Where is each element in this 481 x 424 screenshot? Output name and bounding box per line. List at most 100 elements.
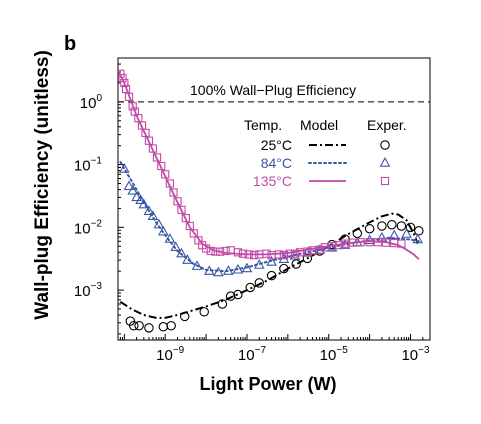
series-1-data-point <box>158 322 169 332</box>
series-1-data-point <box>225 291 236 301</box>
series-1-data-point <box>179 311 190 322</box>
series-1-data-point <box>364 223 375 234</box>
series-3-data-point <box>181 214 190 223</box>
series-2-data-point <box>412 233 424 244</box>
series-2-data-point <box>213 266 224 277</box>
series-3-data-point <box>165 179 174 188</box>
series-2-data-point <box>302 247 313 257</box>
panel-label: b <box>64 33 76 55</box>
series-3-data-point <box>121 84 131 94</box>
series-3-data-point <box>161 170 170 179</box>
series-2-data-point <box>364 234 375 245</box>
y-tick-label: 10−3 <box>74 281 103 300</box>
series-3-data-point <box>215 247 225 256</box>
series-2-data-point <box>118 163 130 173</box>
series-1-data-point <box>166 320 176 331</box>
series-2-data-point <box>135 194 146 204</box>
series-3-data-point <box>169 188 178 197</box>
legend-entry-label: 84°C <box>261 155 292 171</box>
series-1-data-point <box>279 263 289 274</box>
legend-entry-label: 135°C <box>253 173 292 189</box>
x-tick-label: 10−7 <box>238 345 267 364</box>
y-tick-label: 10−1 <box>74 156 103 175</box>
series-3-data-point <box>189 229 198 238</box>
series-1-data-point <box>144 323 154 333</box>
series-1-data-point <box>245 282 255 293</box>
series-1-data-point <box>302 253 313 264</box>
series-1-data-point <box>233 289 243 300</box>
legend-header: Exper. <box>367 117 407 133</box>
series-3-data-point <box>315 245 324 254</box>
series-2-data-point <box>232 263 244 274</box>
series-3-data-point <box>233 248 243 257</box>
series-2-data-point <box>123 180 135 191</box>
series-2-data-point <box>164 233 176 243</box>
series-2-data-point <box>131 191 142 202</box>
series-2-data-point <box>153 218 165 229</box>
y-tick-label: 10−2 <box>74 218 103 237</box>
series-3-data-point <box>303 247 312 256</box>
series-2-data-point <box>326 241 338 252</box>
series-3-data-point <box>279 251 289 260</box>
series-1-data-point <box>291 259 301 269</box>
series-3-data-point <box>274 250 283 259</box>
series-1-data-point <box>199 307 209 317</box>
series-1-data-point <box>254 278 265 288</box>
series-2-data-point <box>241 262 253 273</box>
series-1-data-point <box>134 320 144 331</box>
series-2-data-point <box>253 259 265 269</box>
legend-entry-label: 25°C <box>261 137 292 153</box>
series-2-data-point <box>143 205 155 216</box>
series-3-data-point <box>120 78 129 88</box>
x-tick-label: 10−3 <box>401 345 430 364</box>
series-2-data-point <box>170 241 181 252</box>
series-3-data-point <box>148 144 158 153</box>
legend-entry-marker <box>380 176 390 186</box>
series-3-data-point <box>356 238 365 247</box>
reference-line-label: 100% Wall−Plug Efficiency <box>190 82 356 98</box>
series-3-data-point <box>221 246 230 256</box>
series-2-data-point <box>222 265 234 275</box>
legend-entry-marker <box>380 140 390 150</box>
y-tick-label: 100 <box>80 93 103 112</box>
series-3-data-point <box>173 197 182 206</box>
series-3-data-point <box>290 249 300 258</box>
series-3-data-point <box>340 239 350 248</box>
series-1-model-line <box>119 212 419 319</box>
x-axis-label: Light Power (W) <box>200 374 337 394</box>
series-2-data-point <box>147 210 159 220</box>
x-tick-label: 10−5 <box>320 345 349 364</box>
series-3-model-line <box>118 69 420 260</box>
legend-header: Model <box>300 117 338 133</box>
series-group <box>118 69 424 333</box>
series-1-data-point <box>266 270 277 281</box>
plot-area: 10−9 10−7 10−5 10−3 100 10−1 10−2 10−3 100% Wall… <box>74 57 431 364</box>
series-3-data-point <box>211 247 220 256</box>
series-3-data-point <box>152 153 162 162</box>
series-2-data-point <box>138 198 150 209</box>
y-axis-label: Wall-plug Efficiency (unitless) <box>32 50 53 320</box>
series-1-data-point <box>387 219 397 230</box>
series-3-data-point <box>128 102 137 111</box>
series-3-data-point <box>206 246 215 256</box>
series-3-data-point <box>157 161 166 171</box>
series-2-data-point <box>176 247 187 258</box>
series-1-data-point <box>396 221 407 231</box>
legend-header: Temp. <box>244 117 282 133</box>
series-3-data-point <box>373 238 383 247</box>
series-1-data-point <box>129 320 139 331</box>
series-3-data-point <box>381 238 391 247</box>
series-3-data-point <box>244 250 253 259</box>
series-2-data-point <box>127 184 139 195</box>
legend: Temp. Model Exper. 25°C 84°C 135°C <box>244 117 407 189</box>
series-3-data-point <box>397 239 406 248</box>
series-3-data-point <box>262 249 271 258</box>
series-2-data-point <box>203 265 215 275</box>
series-1-data-point <box>352 228 363 239</box>
series-2-data-point <box>157 225 169 236</box>
series-3-data-point <box>124 92 134 102</box>
series-3-data-point <box>238 249 248 258</box>
series-3-data-point <box>335 241 344 250</box>
series-3-data-point <box>365 238 374 247</box>
